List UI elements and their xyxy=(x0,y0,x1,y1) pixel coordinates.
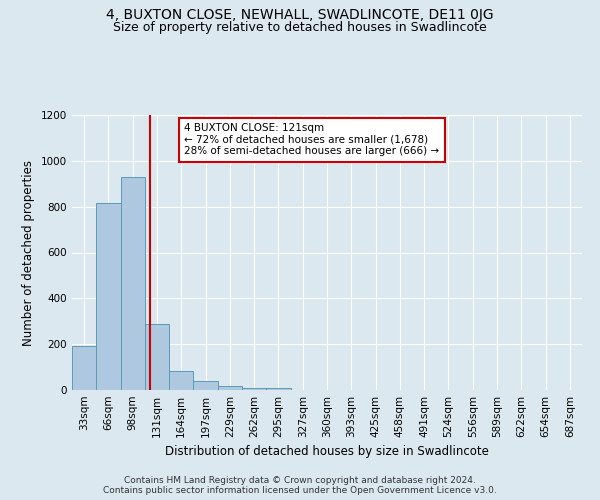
Bar xyxy=(145,324,169,390)
Bar xyxy=(96,203,121,390)
X-axis label: Distribution of detached houses by size in Swadlincote: Distribution of detached houses by size … xyxy=(165,446,489,458)
Bar xyxy=(242,388,266,390)
Bar xyxy=(218,386,242,390)
Bar xyxy=(193,382,218,390)
Bar xyxy=(121,177,145,390)
Bar xyxy=(72,346,96,390)
Text: Contains HM Land Registry data © Crown copyright and database right 2024.
Contai: Contains HM Land Registry data © Crown c… xyxy=(103,476,497,495)
Text: 4, BUXTON CLOSE, NEWHALL, SWADLINCOTE, DE11 0JG: 4, BUXTON CLOSE, NEWHALL, SWADLINCOTE, D… xyxy=(106,8,494,22)
Bar xyxy=(169,371,193,390)
Text: 4 BUXTON CLOSE: 121sqm
← 72% of detached houses are smaller (1,678)
28% of semi-: 4 BUXTON CLOSE: 121sqm ← 72% of detached… xyxy=(184,123,439,156)
Bar xyxy=(266,388,290,390)
Y-axis label: Number of detached properties: Number of detached properties xyxy=(22,160,35,346)
Text: Size of property relative to detached houses in Swadlincote: Size of property relative to detached ho… xyxy=(113,21,487,34)
